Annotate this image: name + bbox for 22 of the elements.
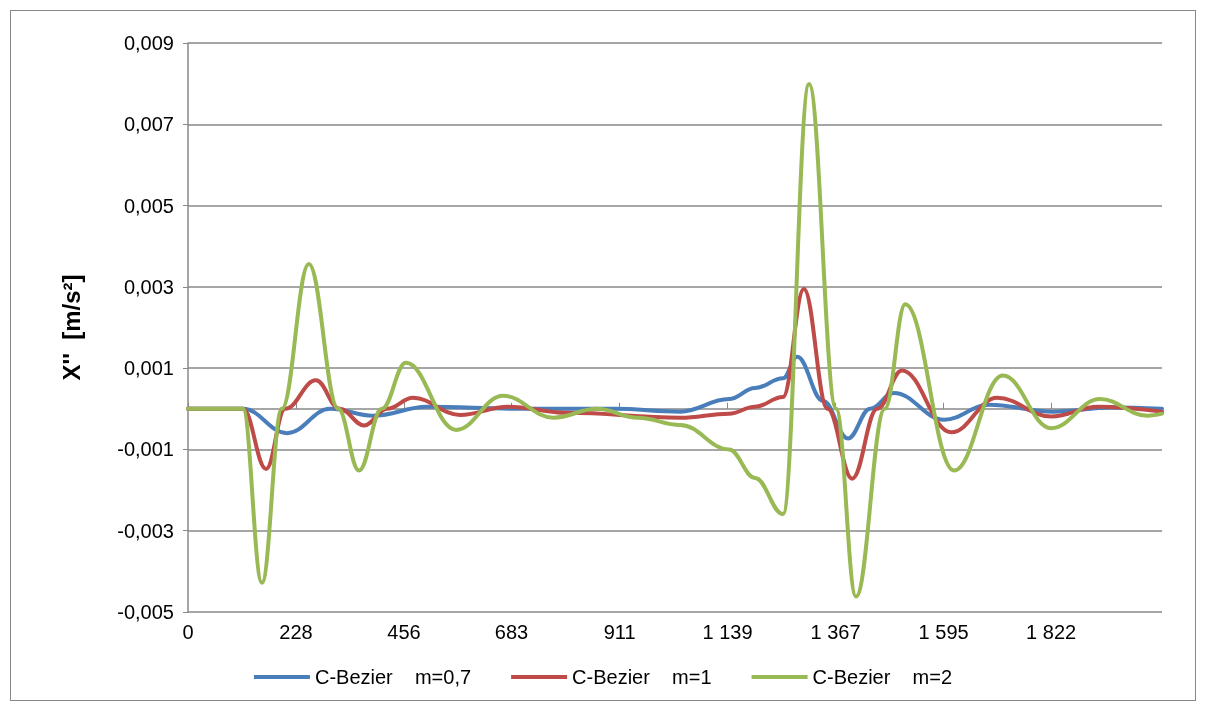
legend-label: C-Bezier m=2 bbox=[812, 666, 953, 688]
x-tick-label: 1 139 bbox=[702, 621, 753, 643]
x-tick-label: 1 595 bbox=[918, 621, 969, 643]
line-series bbox=[186, 82, 1164, 599]
y-tick-label: 0,009 bbox=[123, 32, 174, 54]
y-axis-title: X'' [m/s²] bbox=[57, 274, 85, 381]
x-tick-label: 911 bbox=[603, 621, 636, 643]
x-tick-label: 456 bbox=[387, 621, 421, 643]
x-tick-label: 0 bbox=[182, 621, 194, 643]
y-tick-label: 0,005 bbox=[123, 194, 174, 217]
x-tick-label: 1 367 bbox=[810, 621, 861, 643]
legend-label: C-Bezier m=0,7 bbox=[314, 666, 472, 688]
x-tick-label: 228 bbox=[279, 621, 313, 643]
y-tick-label: 0,003 bbox=[123, 275, 174, 298]
x-tick-label: 1 822 bbox=[1026, 621, 1077, 643]
legend-label: C-Bezier m=1 bbox=[572, 666, 712, 688]
y-tick-label: -0,005 bbox=[117, 601, 174, 623]
y-tick-label: 0,001 bbox=[123, 357, 174, 380]
x-tick-label: 683 bbox=[494, 621, 529, 643]
y-tick-label: -0,001 bbox=[117, 438, 174, 461]
y-tick-label: 0,007 bbox=[123, 113, 174, 136]
y-tick-label: -0,003 bbox=[117, 519, 174, 542]
